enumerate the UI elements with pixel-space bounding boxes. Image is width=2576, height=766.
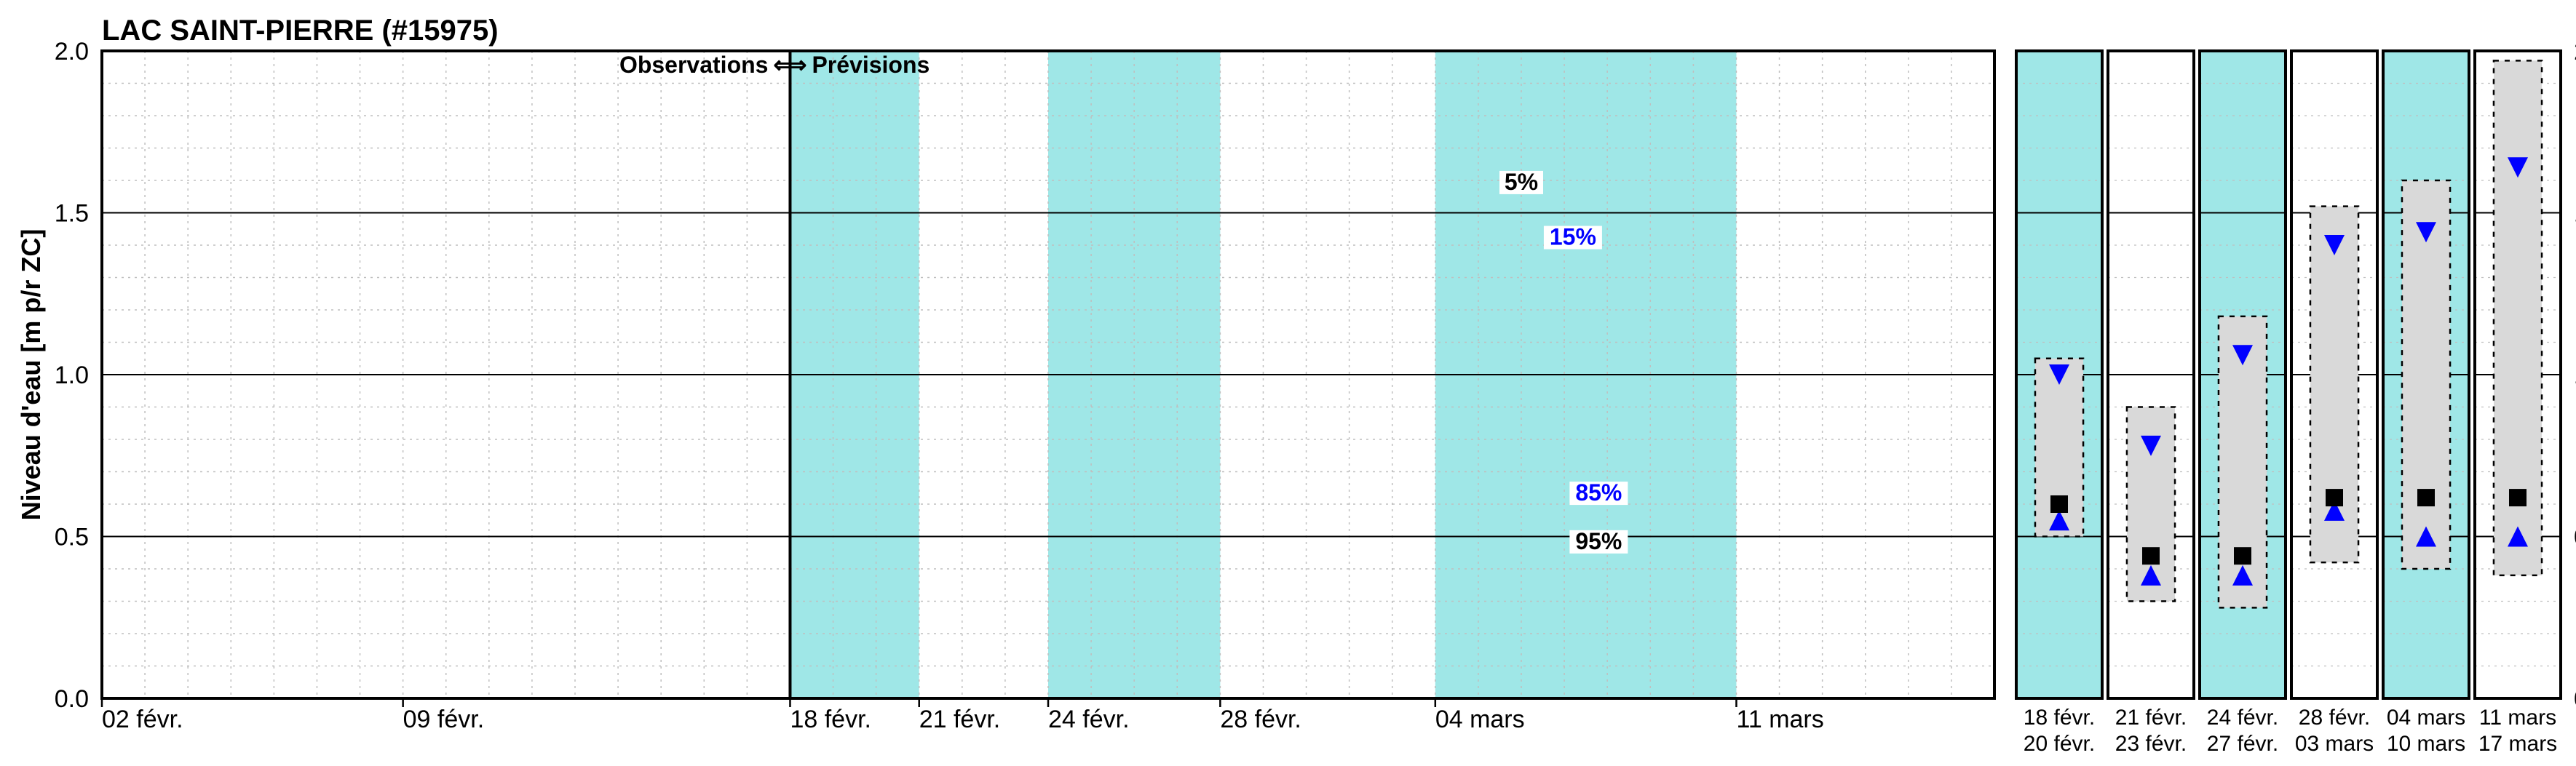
percentile-label: 5% [1505,169,1538,195]
panel-date-bottom: 23 févr. [2115,732,2187,756]
x-tick-label: 02 févr. [102,706,183,733]
percentile-label: 95% [1575,528,1622,554]
y-tick-label: 1.5 [55,200,89,228]
x-tick-label: 28 févr. [1220,706,1301,733]
water-level-chart: LAC SAINT-PIERRE (#15975) Niveau d'eau [m… [0,0,2576,766]
panel-date-top: 04 mars [2387,706,2465,730]
y-tick-label: 0.5 [55,524,89,551]
y-tick-label: 1.0 [55,362,89,389]
summary-panel: 28 févr.03 mars [2291,51,2377,756]
previsions-label: Prévisions [812,52,930,78]
x-tick-label: 04 mars [1435,706,1525,733]
y-tick-label: 2.0 [55,38,89,65]
panel-date-top: 21 févr. [2115,706,2187,730]
arrow-icon: ⟺ [774,52,807,78]
x-tick-label: 18 févr. [790,706,871,733]
panel-date-top: 28 févr. [2299,706,2370,730]
square-icon [2050,495,2068,513]
panel-date-top: 18 févr. [2024,706,2095,730]
observations-label: Observations [619,52,769,78]
square-icon [2142,547,2160,564]
square-icon [2509,489,2527,506]
x-tick-label: 09 févr. [403,706,485,733]
summary-panel: 18 févr.20 févr. [2016,51,2102,756]
square-icon [2234,547,2251,564]
summary-panel: 04 mars10 mars [2383,51,2469,756]
panel-date-bottom: 17 mars [2478,732,2557,756]
summary-panel: 24 févr.27 févr. [2200,51,2286,756]
panel-date-top: 11 mars [2479,706,2556,730]
panel-date-bottom: 10 mars [2387,732,2465,756]
x-tick-label: 11 mars [1736,706,1823,733]
y-axis-label: Niveau d'eau [m p/r ZC] [16,229,46,521]
x-tick-label: 21 févr. [919,706,1001,733]
summary-panel: 11 mars17 mars [2475,51,2561,756]
square-icon [2326,489,2343,506]
panel-date-bottom: 27 févr. [2207,732,2278,756]
summary-panel: 21 févr.23 févr. [2108,51,2194,756]
percentile-label: 85% [1575,479,1622,506]
square-icon [2417,489,2435,506]
main-plot: Observations⟺Prévisions 5% 15% 85% 95% 0.0 0.5… [55,38,1994,733]
y-tick-label: 0.0 [55,685,89,713]
panel-date-bottom: 03 mars [2295,732,2374,756]
percentile-label: 15% [1550,224,1596,250]
panel-date-top: 24 févr. [2207,706,2278,730]
chart-title: LAC SAINT-PIERRE (#15975) [102,15,499,47]
panel-date-bottom: 20 févr. [2024,732,2095,756]
x-tick-label: 24 févr. [1048,706,1130,733]
